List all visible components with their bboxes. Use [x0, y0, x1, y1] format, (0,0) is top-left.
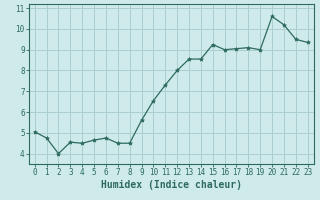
X-axis label: Humidex (Indice chaleur): Humidex (Indice chaleur) [101, 180, 242, 190]
